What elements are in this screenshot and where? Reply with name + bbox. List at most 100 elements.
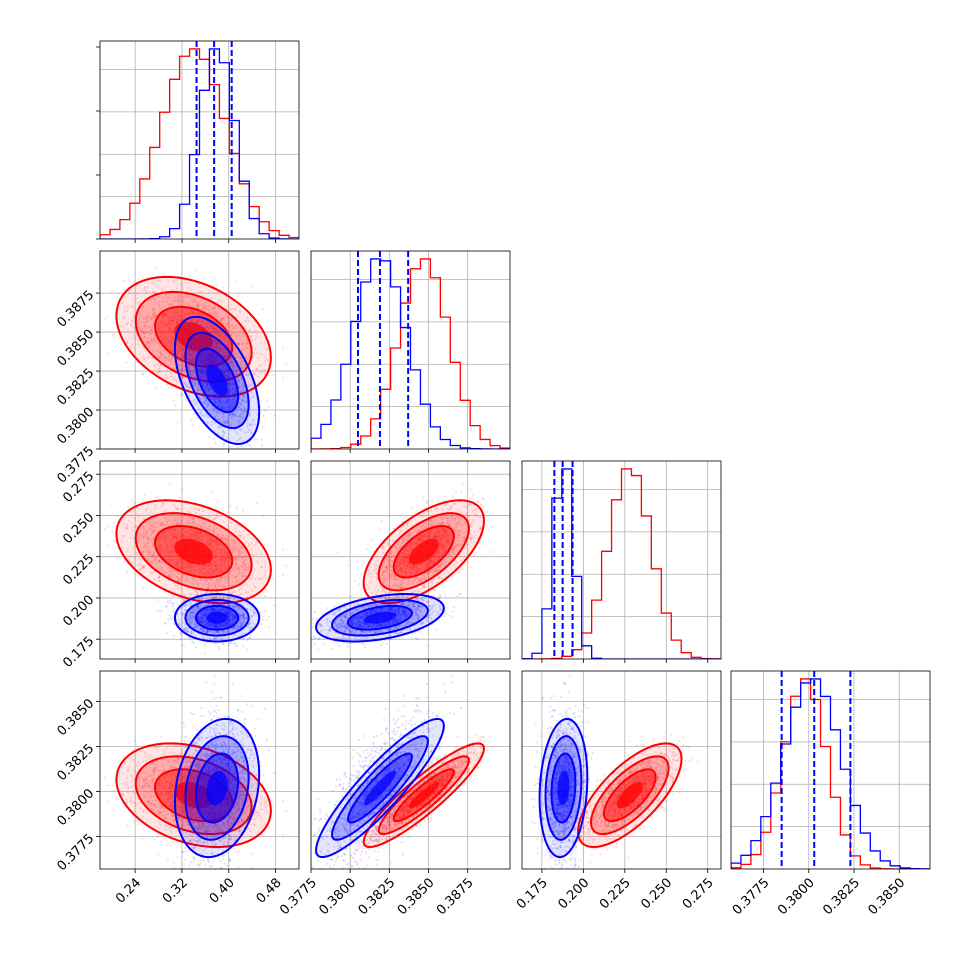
scatter-point xyxy=(182,377,185,380)
scatter-point xyxy=(226,369,229,373)
scatter-point xyxy=(216,332,220,335)
scatter-point xyxy=(142,332,145,335)
scatter-point xyxy=(198,375,201,378)
scatter-point xyxy=(201,383,204,386)
scatter-point xyxy=(152,315,155,318)
scatter-point xyxy=(190,419,193,422)
scatter-point xyxy=(119,325,122,328)
scatter-point xyxy=(227,382,230,386)
scatter-point xyxy=(169,325,172,328)
scatter-point xyxy=(238,358,242,361)
scatter-point xyxy=(247,428,250,431)
scatter-point xyxy=(171,319,174,322)
scatter-point xyxy=(182,318,185,321)
scatter-point xyxy=(256,356,259,360)
scatter-point xyxy=(181,311,184,314)
scatter-point xyxy=(231,383,234,386)
scatter-point xyxy=(267,405,271,408)
scatter-point xyxy=(173,323,176,326)
scatter-point xyxy=(237,383,240,386)
scatter-point xyxy=(180,320,183,323)
scatter-point xyxy=(142,317,146,320)
scatter-point xyxy=(211,325,215,328)
scatter-point xyxy=(218,361,221,364)
scatter-point xyxy=(207,363,210,366)
scatter-point xyxy=(117,556,120,559)
scatter-point xyxy=(141,373,144,376)
scatter-point xyxy=(214,362,217,365)
scatter-point xyxy=(169,327,172,330)
scatter-point xyxy=(202,308,205,311)
scatter-point xyxy=(217,306,220,309)
scatter-point xyxy=(218,332,221,336)
scatter-point xyxy=(244,410,247,413)
scatter-point xyxy=(201,376,204,379)
scatter-point xyxy=(232,392,236,395)
scatter-point xyxy=(184,397,187,400)
scatter-point xyxy=(244,320,248,323)
scatter-point xyxy=(136,292,139,295)
scatter-point xyxy=(177,342,180,345)
scatter-point xyxy=(194,402,197,405)
scatter-point xyxy=(233,414,237,418)
scatter-point xyxy=(134,501,137,504)
scatter-point xyxy=(204,360,207,363)
scatter-point xyxy=(174,375,177,378)
scatter-point xyxy=(227,352,230,355)
scatter-point xyxy=(223,406,226,409)
scatter-point xyxy=(166,279,169,282)
scatter-point xyxy=(248,424,251,427)
scatter-point xyxy=(170,358,173,361)
scatter-point xyxy=(188,359,192,363)
scatter-point xyxy=(206,420,210,424)
scatter-point xyxy=(149,332,152,335)
scatter-point xyxy=(250,339,254,342)
scatter-point xyxy=(264,356,267,359)
scatter-point xyxy=(165,316,168,319)
scatter-point xyxy=(258,365,261,368)
scatter-point xyxy=(235,422,239,426)
scatter-point xyxy=(216,341,220,344)
scatter-point xyxy=(204,375,207,378)
scatter-point xyxy=(240,402,243,405)
scatter-point xyxy=(226,352,229,355)
scatter-point xyxy=(169,299,172,303)
scatter-point xyxy=(268,625,271,629)
scatter-point xyxy=(172,400,175,403)
scatter-point xyxy=(159,364,162,367)
scatter-point xyxy=(154,343,157,346)
scatter-point xyxy=(196,389,199,392)
scatter-point xyxy=(186,294,189,297)
scatter-point xyxy=(180,320,183,323)
scatter-point xyxy=(122,316,125,319)
scatter-point xyxy=(146,337,150,340)
scatter-point xyxy=(217,404,221,408)
scatter-point xyxy=(219,348,222,351)
scatter-point xyxy=(248,414,251,417)
scatter-point xyxy=(197,318,200,321)
scatter-point xyxy=(250,392,253,395)
scatter-point xyxy=(187,302,190,305)
scatter-point xyxy=(250,335,253,338)
scatter-point xyxy=(248,334,251,338)
scatter-point xyxy=(213,339,216,343)
scatter-point xyxy=(208,316,211,320)
scatter-point xyxy=(196,319,200,322)
scatter-point xyxy=(162,358,165,362)
scatter-point xyxy=(110,503,113,506)
scatter-point xyxy=(192,398,196,401)
scatter-point xyxy=(251,468,253,470)
scatter-point xyxy=(255,333,259,336)
scatter-point xyxy=(226,352,229,355)
scatter-point xyxy=(165,312,168,315)
scatter-point xyxy=(175,342,178,345)
scatter-point xyxy=(233,392,237,395)
scatter-point xyxy=(209,355,212,358)
scatter-point xyxy=(244,469,246,471)
scatter-point xyxy=(169,316,172,320)
scatter-point xyxy=(170,319,173,322)
scatter-point xyxy=(176,311,179,315)
scatter-point xyxy=(231,413,234,416)
scatter-point xyxy=(143,336,146,339)
scatter-point xyxy=(232,413,235,416)
